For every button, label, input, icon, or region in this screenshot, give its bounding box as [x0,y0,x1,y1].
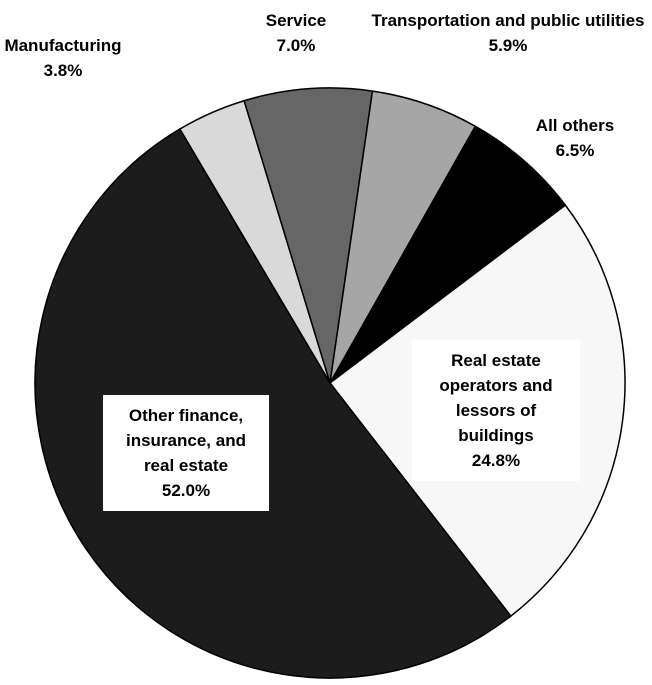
slice-value: 52.0% [161,481,211,500]
slice-value: 3.8% [43,61,83,80]
slice-label: Manufacturing 3.8% [0,33,131,83]
slice-name: All others [535,116,615,135]
slice-name: Real estate operators and lessors of bui… [439,351,553,445]
pie-slice [34,128,512,679]
slice-value: 6.5% [555,141,595,160]
slice-name: Manufacturing [4,36,122,55]
slice-name: Service [265,11,327,30]
slice-value: 5.9% [488,36,528,55]
slice-label: Real estate operators and lessors of bui… [412,340,580,481]
slice-label: Transportation and public utilities 5.9% [362,8,652,58]
slice-name: Transportation and public utilities [371,11,645,30]
slice-name: Other finance, insurance, and real estat… [126,406,246,475]
slice-label: All others 6.5% [515,113,635,163]
pie-slice [329,125,567,384]
slice-value: 24.8% [471,451,521,470]
slice-value: 7.0% [276,36,316,55]
slice-label: Other finance, insurance, and real estat… [103,395,269,511]
slice-label: Service 7.0% [246,8,346,58]
